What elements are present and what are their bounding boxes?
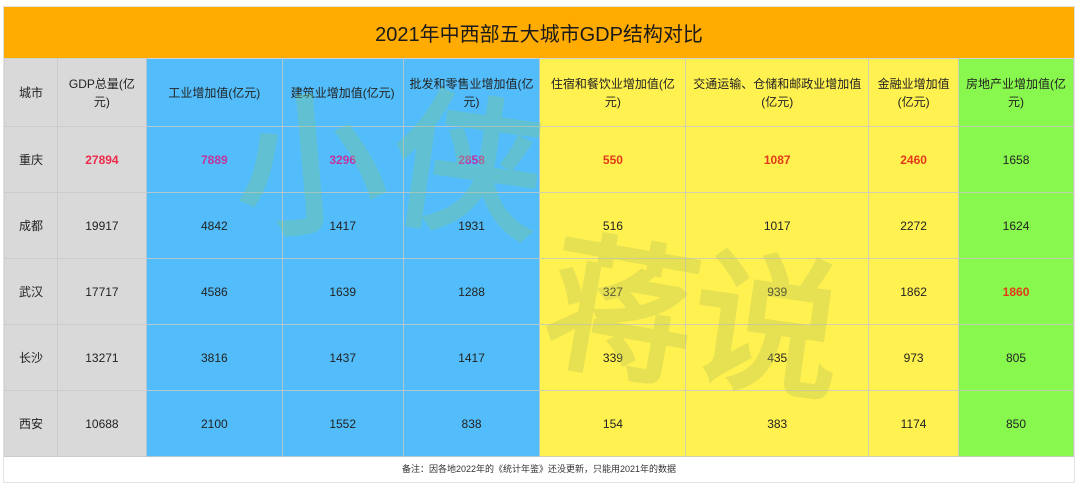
value-cell: 1862 <box>868 258 960 325</box>
value-cell: 1417 <box>281 192 404 259</box>
column-header: GDP总量(亿元) <box>56 58 147 127</box>
value-cell: 339 <box>539 324 687 391</box>
column-header: 住宿和餐饮业增加值(亿元) <box>539 58 687 127</box>
value-cell: 1017 <box>685 192 870 259</box>
value-cell: 2460 <box>868 126 960 193</box>
value-cell: 7889 <box>145 126 283 193</box>
value-cell: 516 <box>539 192 687 259</box>
value-cell: 1437 <box>281 324 404 391</box>
value-cell: 805 <box>958 324 1074 391</box>
value-cell: 838 <box>402 390 541 457</box>
value-cell: 2858 <box>402 126 541 193</box>
value-cell: 973 <box>868 324 960 391</box>
table-row: 重庆 27894 7889 3296 2858 550 1087 2460 1658 <box>4 126 1074 193</box>
value-cell: 1931 <box>402 192 541 259</box>
value-cell: 1087 <box>685 126 870 193</box>
value-cell: 10688 <box>56 390 147 457</box>
value-cell: 27894 <box>56 126 147 193</box>
gdp-comparison-table-card: 2021年中西部五大城市GDP结构对比 城市 GDP总量(亿元) 工业增加值(亿元)… <box>3 6 1075 483</box>
column-header: 批发和零售业增加值(亿元) <box>402 58 541 127</box>
value-cell: 1639 <box>281 258 404 325</box>
column-header: 金融业增加值(亿元) <box>868 58 960 127</box>
city-cell: 成都 <box>4 192 58 259</box>
city-cell: 西安 <box>4 390 58 457</box>
table-row: 武汉 17717 4586 1639 1288 327 939 1862 1860 <box>4 258 1074 325</box>
value-cell: 154 <box>539 390 687 457</box>
value-cell: 1624 <box>958 192 1074 259</box>
value-cell: 1417 <box>402 324 541 391</box>
header-row: 城市 GDP总量(亿元) 工业增加值(亿元) 建筑业增加值(亿元) 批发和零售业增加值(… <box>4 58 1074 127</box>
value-cell: 1658 <box>958 126 1074 193</box>
value-cell: 3296 <box>281 126 404 193</box>
value-cell: 1174 <box>868 390 960 457</box>
gdp-structure-table: 城市 GDP总量(亿元) 工业增加值(亿元) 建筑业增加值(亿元) 批发和零售业增加值(… <box>4 58 1074 457</box>
column-header: 交通运输、仓储和邮政业增加值(亿元) <box>685 58 870 127</box>
value-cell: 939 <box>685 258 870 325</box>
value-cell: 4842 <box>145 192 283 259</box>
value-cell: 3816 <box>145 324 283 391</box>
column-header: 工业增加值(亿元) <box>145 58 283 127</box>
value-cell: 17717 <box>56 258 147 325</box>
value-cell: 13271 <box>56 324 147 391</box>
city-cell: 长沙 <box>4 324 58 391</box>
value-cell: 327 <box>539 258 687 325</box>
value-cell: 383 <box>685 390 870 457</box>
city-cell: 重庆 <box>4 126 58 193</box>
value-cell: 2272 <box>868 192 960 259</box>
table-row: 长沙 13271 3816 1437 1417 339 435 973 805 <box>4 324 1074 391</box>
value-cell: 1860 <box>958 258 1074 325</box>
value-cell: 435 <box>685 324 870 391</box>
value-cell: 4586 <box>145 258 283 325</box>
table-row: 成都 19917 4842 1417 1931 516 1017 2272 1624 <box>4 192 1074 259</box>
table-title: 2021年中西部五大城市GDP结构对比 <box>4 7 1074 58</box>
value-cell: 850 <box>958 390 1074 457</box>
column-header: 房地产业增加值(亿元) <box>958 58 1074 127</box>
footnote: 备注：因各地2022年的《统计年鉴》还没更新，只能用2021年的数据 <box>401 463 677 474</box>
column-header: 建筑业增加值(亿元) <box>281 58 404 127</box>
value-cell: 19917 <box>56 192 147 259</box>
value-cell: 1552 <box>281 390 404 457</box>
city-cell: 武汉 <box>4 258 58 325</box>
column-header: 城市 <box>4 58 58 127</box>
table-row: 西安 10688 2100 1552 838 154 383 1174 850 <box>4 390 1074 457</box>
value-cell: 2100 <box>145 390 283 457</box>
value-cell: 550 <box>539 126 687 193</box>
value-cell: 1288 <box>402 258 541 325</box>
